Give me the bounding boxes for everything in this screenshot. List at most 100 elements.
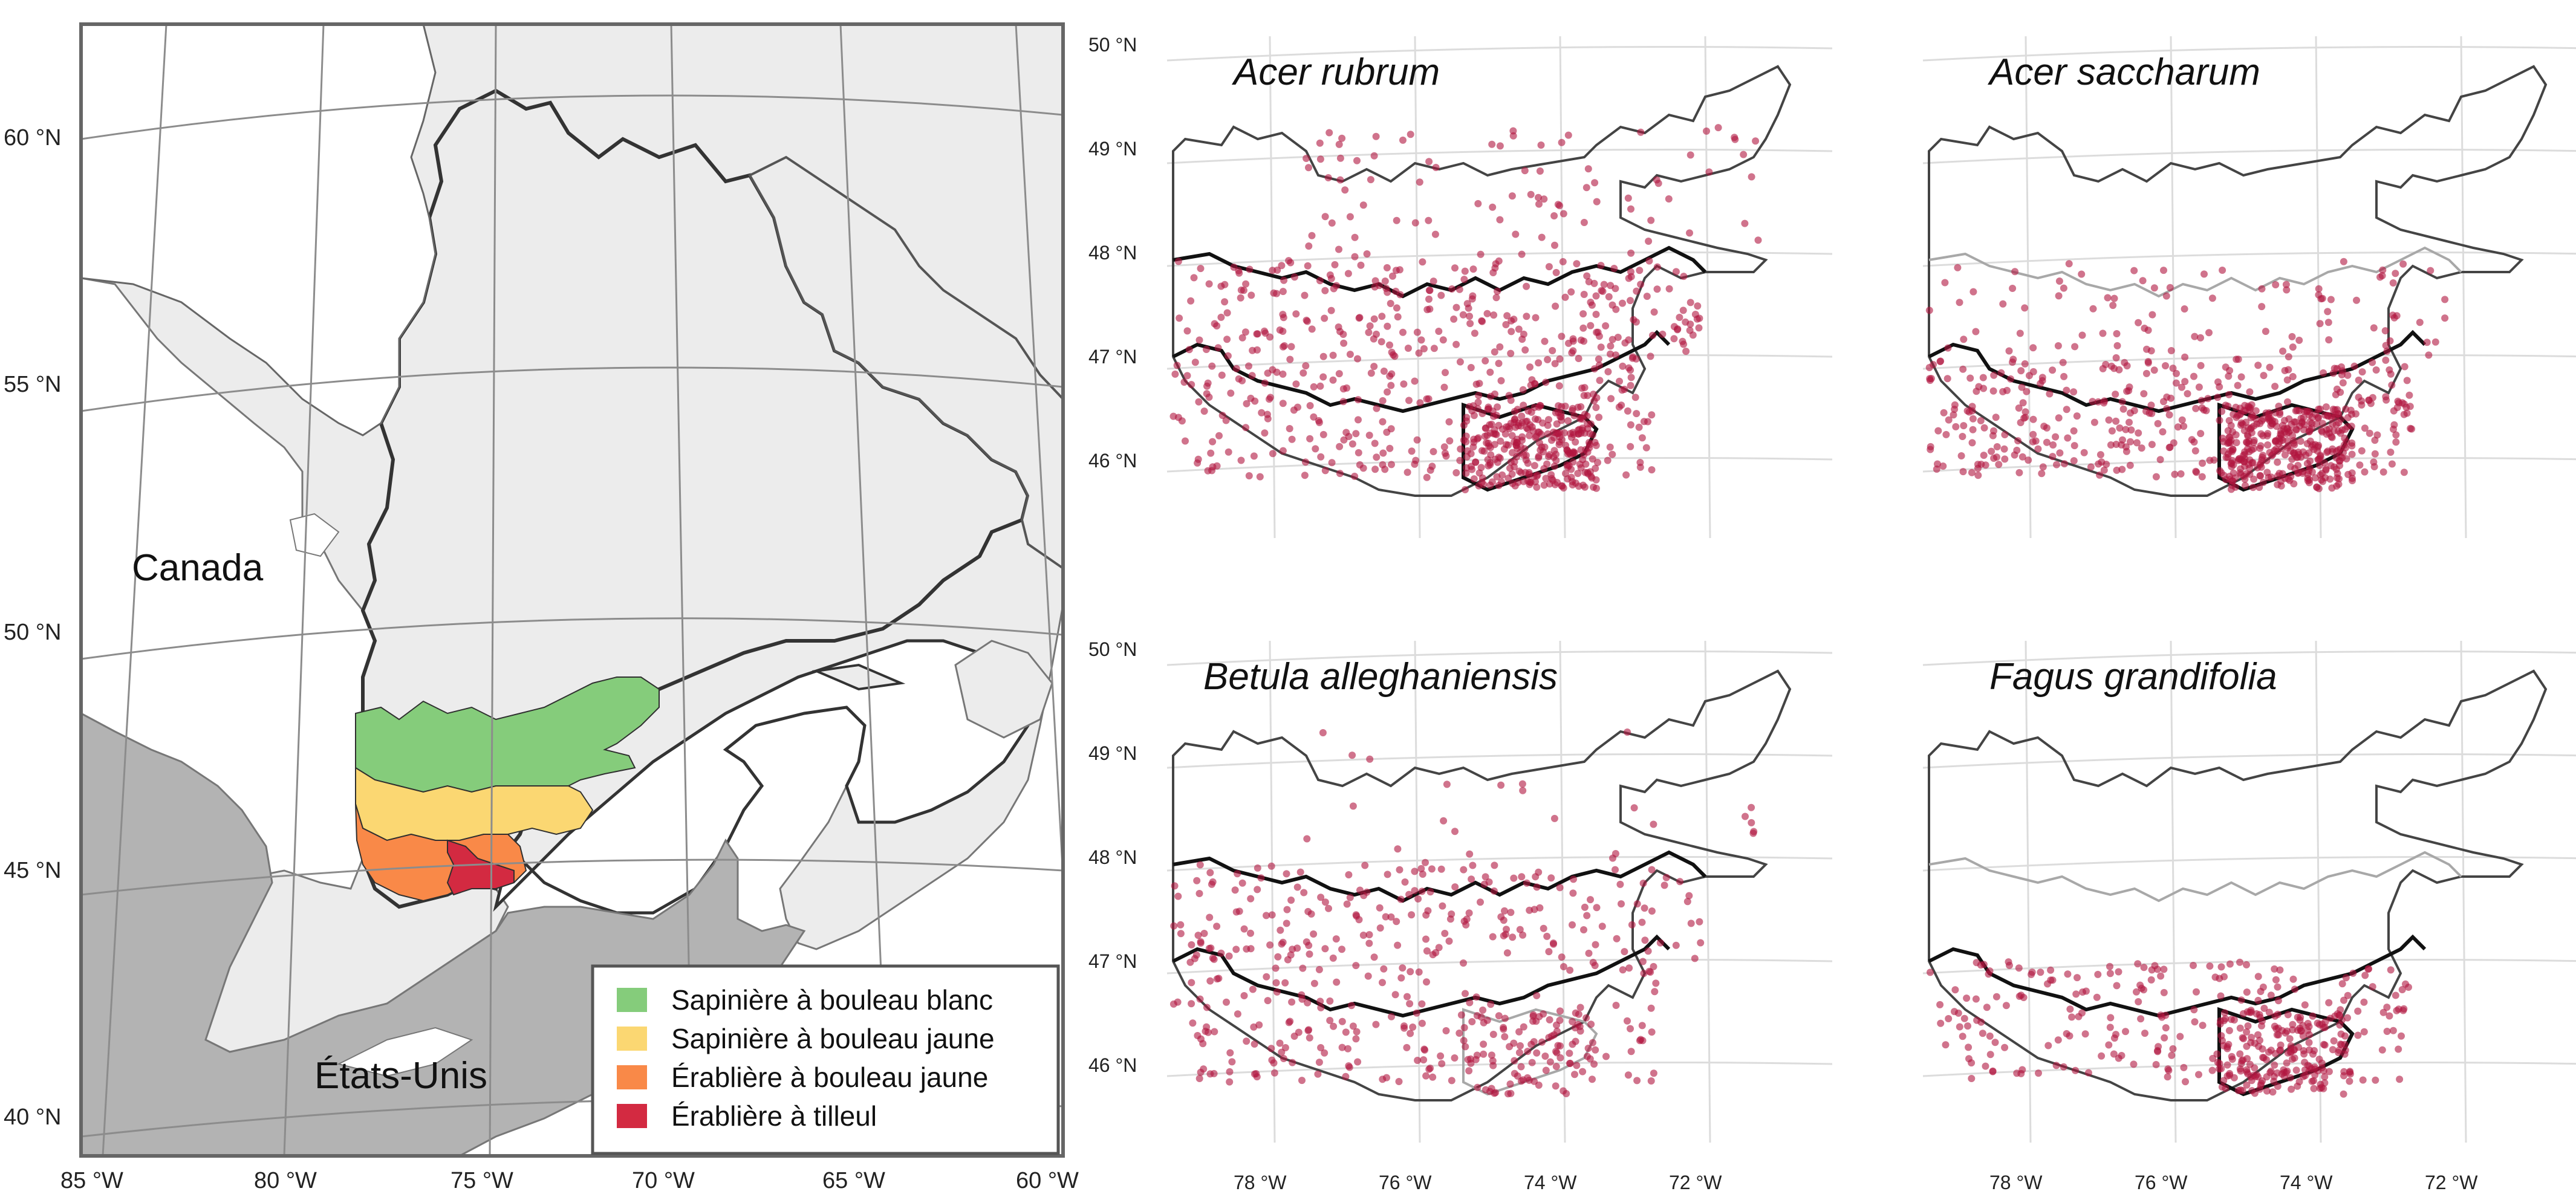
- occurrence-point: [1411, 377, 1419, 385]
- occurrence-point: [1535, 200, 1543, 208]
- occurrence-point: [2046, 390, 2054, 398]
- occurrence-point: [1676, 878, 1684, 886]
- occurrence-point: [2061, 460, 2068, 468]
- occurrence-point: [2122, 1028, 2129, 1036]
- occurrence-point: [2197, 397, 2205, 404]
- domain-boundary-3: [2217, 1007, 2355, 1097]
- occurrence-point: [1679, 337, 1686, 345]
- occurrence-points: [1927, 958, 2412, 1098]
- occurrence-point: [2135, 998, 2142, 1005]
- occurrence-point: [2195, 1071, 2202, 1079]
- occurrence-point: [2073, 974, 2081, 982]
- occurrence-point: [1558, 953, 1566, 961]
- occurrence-point: [2195, 383, 2203, 391]
- occurrence-point: [1485, 405, 1492, 413]
- occurrence-point: [1565, 339, 1572, 347]
- occurrence-point: [1566, 1059, 1574, 1067]
- occurrence-point: [1530, 1038, 1538, 1046]
- occurrence-point: [1974, 472, 1982, 479]
- occurrence-point: [2065, 260, 2073, 268]
- occurrence-point: [1348, 440, 1356, 448]
- occurrence-point: [2333, 365, 2341, 372]
- occurrence-point: [1224, 352, 1232, 360]
- occurrence-point: [1321, 898, 1329, 906]
- occurrence-point: [2266, 363, 2274, 371]
- occurrence-point: [1418, 887, 1426, 895]
- occurrence-point: [2160, 267, 2167, 274]
- occurrence-point: [1687, 920, 1695, 927]
- occurrence-point: [1980, 452, 1988, 459]
- occurrence-point: [1545, 948, 1553, 956]
- occurrence-point: [1645, 238, 1653, 245]
- species-panel-acer-saccharum: Acer saccharum: [1922, 36, 2576, 539]
- occurrence-point: [1696, 918, 1703, 926]
- occurrence-point: [1492, 294, 1500, 302]
- occurrence-point: [1215, 432, 1223, 440]
- occurrence-point: [1286, 425, 1293, 432]
- occurrence-point: [1247, 394, 1255, 402]
- occurrence-point: [1474, 199, 1482, 207]
- occurrence-point: [1548, 475, 1556, 482]
- occurrence-point: [1533, 483, 1541, 491]
- occurrence-point: [1460, 276, 1468, 284]
- occurrence-point: [2289, 432, 2297, 440]
- occurrence-point: [2264, 441, 2272, 449]
- occurrence-point: [1376, 282, 1384, 290]
- occurrence-point: [2143, 345, 2150, 353]
- occurrence-point: [2347, 423, 2355, 430]
- occurrence-point: [1523, 282, 1530, 290]
- occurrence-point: [2322, 466, 2330, 474]
- occurrence-point: [1394, 313, 1402, 321]
- occurrence-point: [1457, 1011, 1465, 1019]
- occurrence-point: [2289, 373, 2297, 380]
- occurrence-point: [2324, 319, 2332, 326]
- legend-item-erabliere-tilleul: Érablière à tilleul: [617, 1100, 877, 1132]
- occurrence-point: [1315, 1059, 1323, 1066]
- occurrence-point: [1512, 423, 1520, 431]
- occurrence-point: [1509, 449, 1516, 456]
- occurrence-point: [1618, 401, 1625, 409]
- occurrence-point: [1595, 355, 1602, 363]
- occurrence-point: [1352, 1035, 1360, 1043]
- occurrence-point: [1416, 178, 1423, 186]
- occurrence-point: [2040, 423, 2048, 430]
- occurrence-point: [1231, 886, 1239, 894]
- occurrence-point: [1587, 1020, 1595, 1028]
- occurrence-point: [1463, 447, 1471, 455]
- occurrence-point: [1420, 1056, 1428, 1064]
- occurrence-point: [1622, 471, 1630, 479]
- occurrence-point: [1428, 462, 1436, 470]
- occurrence-point: [1200, 930, 1208, 937]
- occurrence-point: [1223, 309, 1231, 317]
- occurrence-point: [1550, 212, 1558, 219]
- occurrence-point: [2176, 1033, 2184, 1040]
- occurrence-point: [2334, 410, 2342, 418]
- panel-lat-tick: 48 °N: [1088, 242, 1137, 264]
- occurrence-point: [1570, 412, 1578, 420]
- occurrence-point: [1195, 1075, 1203, 1082]
- occurrence-point: [2297, 1027, 2304, 1034]
- occurrence-point: [1524, 459, 1532, 467]
- occurrence-point: [2160, 988, 2168, 996]
- occurrence-point: [2226, 960, 2234, 968]
- occurrence-point: [2107, 441, 2115, 449]
- occurrence-point: [1581, 903, 1589, 911]
- occurrence-point: [1636, 267, 1644, 274]
- occurrence-point: [1614, 334, 1622, 341]
- occurrence-point: [1408, 911, 1416, 919]
- occurrence-point: [1627, 1048, 1635, 1056]
- occurrence-point: [1404, 345, 1412, 352]
- occurrence-point: [1185, 346, 1193, 354]
- occurrence-point: [1606, 443, 1614, 451]
- occurrence-point: [1356, 461, 1364, 469]
- occurrence-point: [1348, 1002, 1355, 1010]
- occurrence-point: [2104, 294, 2112, 302]
- occurrence-point: [2398, 1032, 2405, 1040]
- occurrence-point: [1592, 941, 1599, 949]
- occurrence-point: [1339, 385, 1347, 393]
- occurrence-point: [1425, 295, 1433, 303]
- occurrence-point: [1339, 331, 1347, 338]
- occurrence-point: [1652, 979, 1660, 987]
- occurrence-point: [1544, 355, 1552, 363]
- occurrence-point: [1366, 322, 1374, 330]
